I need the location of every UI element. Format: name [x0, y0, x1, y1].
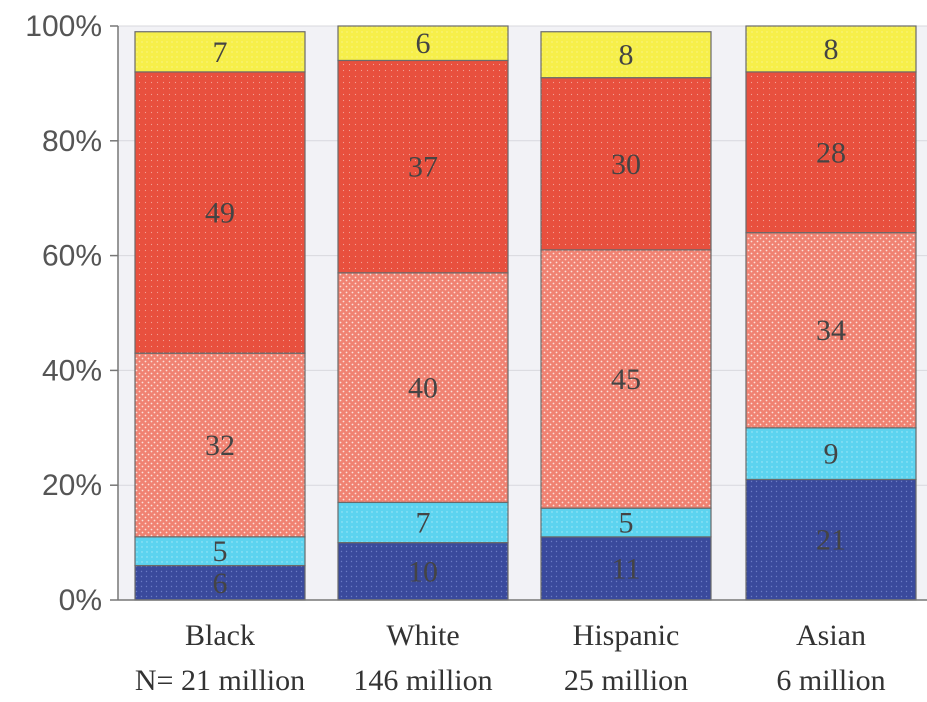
bar-segment [134, 352, 306, 538]
data-label: 8 [824, 33, 839, 66]
data-label: 5 [213, 535, 228, 568]
x-category-sublabel: 146 million [353, 664, 492, 697]
x-category-sublabel: N= 21 million [135, 664, 305, 697]
bar-segment [745, 427, 917, 481]
x-category-label: Hispanic [573, 619, 680, 652]
y-tick-label: 100% [25, 10, 102, 43]
data-label: 6 [416, 27, 431, 60]
x-category-sublabel: 25 million [564, 664, 688, 697]
bar-segment [745, 71, 917, 234]
data-label: 10 [408, 555, 438, 588]
x-category-sublabel: 6 million [776, 664, 885, 697]
bar-segment [745, 478, 917, 601]
bar-segment [745, 232, 917, 429]
x-axis: Black N= 21 million White 146 million Hispan… [118, 599, 927, 697]
y-tick-label: 40% [42, 354, 102, 387]
x-category-label: White [386, 619, 459, 652]
data-label: 34 [816, 314, 846, 347]
data-label: 6 [213, 567, 228, 600]
bar-segment [337, 272, 509, 504]
bar-segment [134, 536, 306, 567]
data-label: 5 [619, 507, 634, 540]
bar-segment [745, 25, 917, 73]
data-label: 7 [213, 36, 228, 69]
x-category-label: Black [185, 619, 255, 652]
y-tick-label: 0% [59, 584, 102, 617]
data-label: 49 [205, 197, 235, 230]
data-label: 9 [824, 438, 839, 471]
bar-segment [540, 249, 712, 509]
bar-segment [134, 71, 306, 354]
data-label: 45 [611, 363, 641, 396]
data-label: 37 [408, 151, 438, 184]
data-label: 28 [816, 136, 846, 169]
bar-segment [134, 564, 306, 601]
bar-segment [540, 507, 712, 538]
bar-segment [134, 31, 306, 73]
bar-stacks [134, 25, 917, 601]
data-label: 30 [611, 148, 641, 181]
y-tick-label: 20% [42, 469, 102, 502]
bar-segment [337, 59, 509, 274]
y-axis: 0% 20% 40% 60% 80% 100% [25, 10, 119, 617]
data-label: 40 [408, 372, 438, 405]
y-tick-label: 60% [42, 240, 102, 273]
bar-segment [337, 541, 509, 601]
data-label: 21 [816, 524, 846, 557]
bar-segment [540, 77, 712, 251]
bar-segment [337, 25, 509, 62]
data-label: 11 [612, 552, 641, 585]
data-label: 32 [205, 429, 235, 462]
data-label: 8 [619, 39, 634, 72]
bar-segment [540, 31, 712, 79]
x-category-label: Asian [796, 619, 866, 652]
data-label: 7 [416, 507, 431, 540]
y-tick-label: 80% [42, 125, 102, 158]
